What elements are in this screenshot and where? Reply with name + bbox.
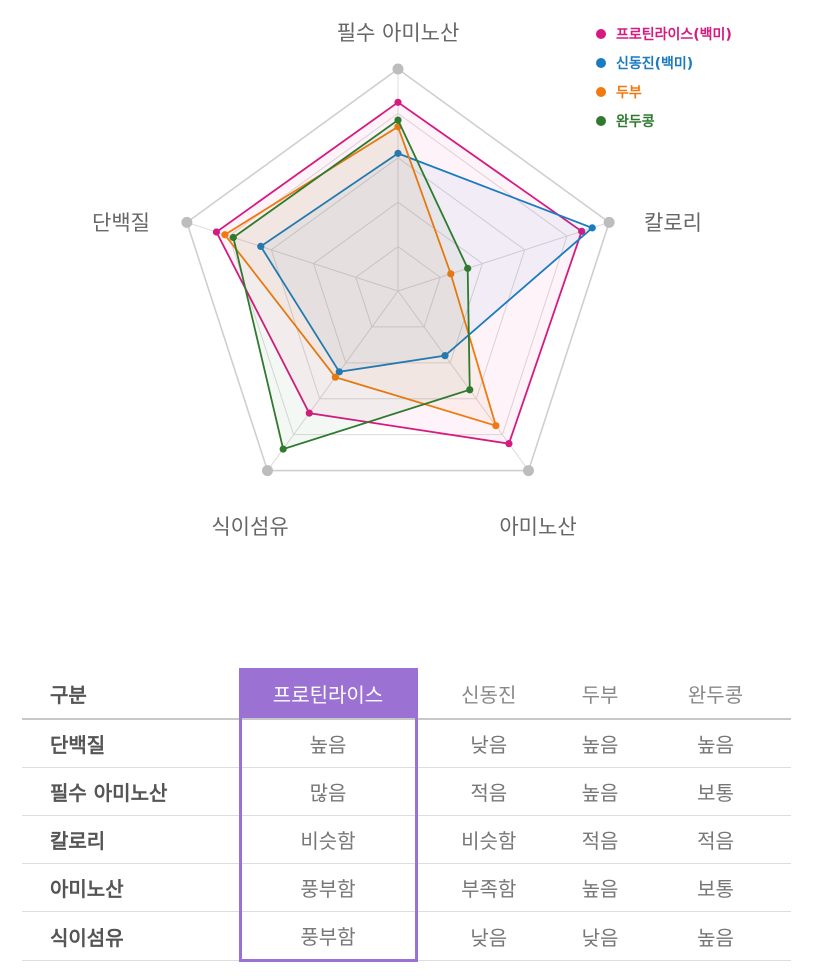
table-cell: 보통 bbox=[640, 767, 791, 816]
grid-spoke bbox=[267, 290, 399, 471]
row-label: 단백질 bbox=[22, 719, 240, 768]
data-point bbox=[588, 224, 596, 232]
axis-label: 식이섬유 bbox=[211, 515, 288, 539]
grid-ring bbox=[185, 68, 611, 472]
series-두부 bbox=[221, 123, 500, 430]
data-point bbox=[394, 116, 402, 124]
table-header-row: 구분 프로틴라이스 신동진 두부 완두콩 bbox=[22, 668, 791, 720]
table-row: 단백질 높음 낮음 높음 높음 bbox=[22, 719, 791, 768]
table-row: 칼로리 비슷함 비슷함 적음 적음 bbox=[22, 815, 791, 864]
axis-end-marker bbox=[522, 465, 534, 477]
table-cell: 높음 bbox=[560, 863, 640, 912]
table-row: 아미노산 풍부함 부족함 높음 보통 bbox=[22, 863, 791, 912]
series-완두콩 bbox=[229, 116, 474, 453]
series-프로틴라이스-백미- bbox=[212, 98, 586, 448]
axis-label: 필수 아미노산 bbox=[337, 21, 460, 45]
table-cell: 적음 bbox=[416, 767, 560, 816]
table-cell: 적음 bbox=[640, 815, 791, 864]
table-cell: 적음 bbox=[560, 815, 640, 864]
legend-swatch bbox=[596, 87, 606, 97]
header-category: 구분 bbox=[22, 668, 240, 720]
grid-ring bbox=[355, 245, 441, 328]
axis-label: 단백질 bbox=[92, 211, 150, 235]
data-point bbox=[492, 422, 500, 430]
data-point bbox=[394, 149, 402, 157]
data-point bbox=[331, 373, 339, 381]
table-cell: 많음 bbox=[238, 767, 418, 816]
table-cell: 높음 bbox=[238, 719, 418, 768]
header-pea: 완두콩 bbox=[640, 668, 791, 720]
table-cell: 높음 bbox=[640, 911, 791, 961]
legend-swatch bbox=[596, 58, 606, 68]
axis-end-marker bbox=[392, 63, 404, 75]
table-cell: 높음 bbox=[560, 719, 640, 768]
data-point bbox=[221, 231, 229, 239]
table-cell: 비슷함 bbox=[416, 815, 560, 864]
row-label: 아미노산 bbox=[22, 863, 240, 912]
legend-label: 신동진(백미) bbox=[616, 55, 693, 72]
table-cell: 비슷함 bbox=[238, 815, 418, 864]
grid-ring bbox=[270, 157, 526, 400]
data-point bbox=[505, 440, 513, 448]
series-신동진-백미- bbox=[257, 149, 596, 376]
header-tofu: 두부 bbox=[560, 668, 640, 720]
data-point bbox=[305, 409, 313, 417]
grid-spoke bbox=[397, 290, 529, 471]
axis-label: 칼로리 bbox=[644, 211, 702, 235]
legend-item: 신동진(백미) bbox=[596, 55, 693, 72]
table-row: 필수 아미노산 많음 적음 높음 보통 bbox=[22, 767, 791, 816]
radar-grid bbox=[181, 63, 615, 477]
table-cell: 낮음 bbox=[416, 719, 560, 768]
table-cell: 높음 bbox=[640, 719, 791, 768]
table-cell: 풍부함 bbox=[238, 911, 418, 962]
data-point bbox=[279, 445, 287, 453]
table-row: 식이섬유 풍부함 낮음 낮음 높음 bbox=[22, 911, 791, 962]
header-protein-rice: 프로틴라이스 bbox=[238, 668, 418, 720]
data-point bbox=[212, 228, 221, 236]
table-cell: 부족함 bbox=[416, 863, 560, 912]
axis-end-marker bbox=[262, 465, 274, 477]
axis-end-marker bbox=[603, 216, 615, 228]
legend-label: 두부 bbox=[616, 85, 642, 101]
table-cell: 낮음 bbox=[560, 911, 640, 961]
table-cell: 높음 bbox=[560, 767, 640, 816]
table-cell: 풍부함 bbox=[238, 863, 418, 912]
legend-item: 프로틴라이스(백미) bbox=[596, 26, 732, 43]
data-point bbox=[447, 270, 455, 278]
legend-item: 완두콩 bbox=[596, 114, 655, 130]
data-point bbox=[466, 386, 474, 394]
legend-label: 프로틴라이스(백미) bbox=[616, 26, 732, 43]
data-point bbox=[229, 233, 237, 242]
data-point bbox=[578, 227, 586, 235]
table-cell: 낮음 bbox=[416, 911, 560, 961]
legend-swatch bbox=[596, 29, 606, 39]
data-point bbox=[257, 242, 265, 251]
axis-end-marker bbox=[181, 216, 193, 228]
legend-swatch bbox=[596, 116, 606, 126]
grid-ring bbox=[228, 112, 568, 436]
legend-label: 완두콩 bbox=[616, 114, 655, 130]
data-point bbox=[394, 98, 402, 106]
grid-spoke bbox=[397, 221, 610, 292]
axis-label: 아미노산 bbox=[499, 515, 576, 539]
series-area bbox=[223, 125, 498, 428]
header-sindongjin: 신동진 bbox=[416, 668, 560, 720]
row-label: 칼로리 bbox=[22, 815, 240, 864]
series-area bbox=[215, 101, 583, 445]
radar-series bbox=[212, 98, 596, 453]
comparison-table: 구분 프로틴라이스 신동진 두부 완두콩 단백질 높음 낮음 높음 높음 필수 … bbox=[22, 668, 791, 962]
series-area bbox=[259, 152, 594, 373]
row-label: 필수 아미노산 bbox=[22, 767, 240, 816]
series-area bbox=[232, 118, 471, 451]
legend-item: 두부 bbox=[596, 85, 642, 101]
data-point bbox=[441, 352, 449, 360]
data-point bbox=[464, 264, 472, 272]
table-cell: 보통 bbox=[640, 863, 791, 912]
data-point bbox=[335, 368, 343, 376]
row-label: 식이섬유 bbox=[22, 911, 240, 961]
